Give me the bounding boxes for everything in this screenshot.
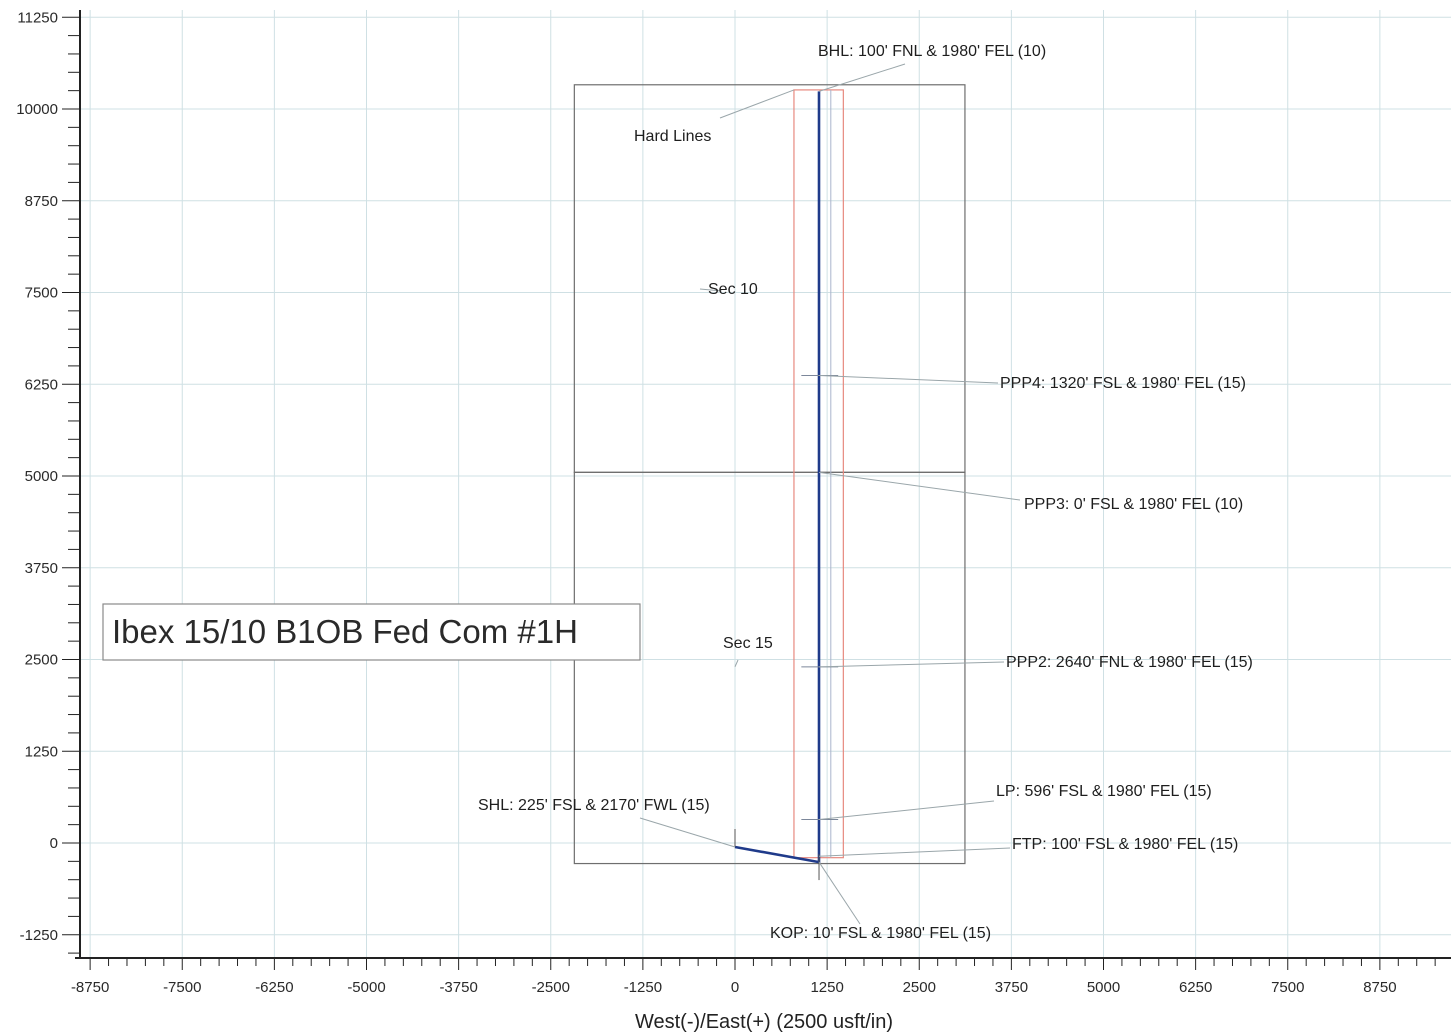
- annotation-leader: [819, 661, 1005, 668]
- annotation-label: Sec 15: [723, 635, 773, 652]
- ticks: -8750 -7500 -6250 -5000 -3750 -2500 -1250 0 1250…: [16, 9, 1436, 996]
- annotation-label: PPP3: 0' FSL & 1980' FEL (10): [1024, 496, 1243, 513]
- x-tick-label: 6250: [1179, 979, 1212, 996]
- x-tick-label: 7500: [1271, 979, 1304, 996]
- x-tick-label: 3750: [995, 979, 1028, 996]
- chart-title: Ibex 15/10 B1OB Fed Com #1H: [112, 613, 578, 650]
- annotation-label: KOP: 10' FSL & 1980' FEL (15): [770, 925, 991, 942]
- x-tick-label: 8750: [1363, 979, 1396, 996]
- y-tick-label: 5000: [25, 468, 58, 485]
- y-tick-label: 1250: [25, 743, 58, 760]
- y-tick-label: 8750: [25, 193, 58, 210]
- annotation-label: PPP2: 2640' FNL & 1980' FEL (15): [1006, 654, 1253, 671]
- annotation-label: LP: 596' FSL & 1980' FEL (15): [996, 783, 1212, 800]
- annotation-leader: [818, 374, 999, 384]
- annotation-leader: [734, 659, 739, 668]
- boundary-box: [573, 471, 966, 865]
- annotation-label: Sec 10: [708, 281, 758, 298]
- annotation-leader: [818, 63, 906, 92]
- annotation-label: SHL: 225' FSL & 2170' FWL (15): [478, 797, 710, 814]
- y-tick-label: 6250: [25, 376, 58, 393]
- wellbore-path: [734, 91, 839, 881]
- annotation-leader: [818, 861, 861, 925]
- x-tick-label: 2500: [903, 979, 936, 996]
- section-boxes: [573, 84, 966, 865]
- annotations: BHL: 100' FNL & 1980' FEL (10) Hard Lines…: [478, 43, 1253, 942]
- grid: [80, 10, 1451, 958]
- chart-title-box: Ibex 15/10 B1OB Fed Com #1H: [102, 603, 641, 661]
- annotation-leader: [818, 800, 995, 821]
- annotation-label: BHL: 100' FNL & 1980' FEL (10): [818, 43, 1046, 60]
- y-tick-label: 0: [50, 835, 58, 852]
- annotation-leader: [818, 847, 1011, 857]
- y-tick-label: 7500: [25, 285, 58, 302]
- x-tick-label: -6250: [255, 979, 293, 996]
- x-tick-label: -8750: [71, 979, 109, 996]
- annotation-leader: [699, 288, 722, 292]
- annotation-leader: [719, 89, 795, 119]
- y-tick-label: -1250: [20, 927, 58, 944]
- y-tick-label: 11250: [17, 9, 58, 26]
- y-tick-label: 3750: [25, 560, 58, 577]
- annotation-label: FTP: 100' FSL & 1980' FEL (15): [1012, 836, 1238, 853]
- x-tick-label: -2500: [532, 979, 570, 996]
- y-tick-label: 10000: [16, 101, 58, 118]
- y-tick-label: 2500: [25, 652, 58, 669]
- axes: [75, 10, 1451, 959]
- x-tick-label: 5000: [1087, 979, 1120, 996]
- x-tick-label: -1250: [624, 979, 662, 996]
- x-tick-label: -7500: [163, 979, 201, 996]
- annotation-label: Hard Lines: [634, 128, 711, 145]
- x-tick-label: 1250: [810, 979, 843, 996]
- x-tick-label: -3750: [439, 979, 477, 996]
- x-tick-label: -5000: [347, 979, 385, 996]
- annotation-leader: [639, 817, 736, 848]
- x-axis-title: West(-)/East(+) (2500 usft/in): [635, 1011, 893, 1033]
- x-tick-label: 0: [731, 979, 739, 996]
- title-frame: [102, 603, 641, 661]
- annotation-leader: [818, 471, 1021, 501]
- boundary-box: [573, 84, 966, 473]
- annotation-label: PPP4: 1320' FSL & 1980' FEL (15): [1000, 375, 1246, 392]
- wellbore-line: [734, 91, 821, 864]
